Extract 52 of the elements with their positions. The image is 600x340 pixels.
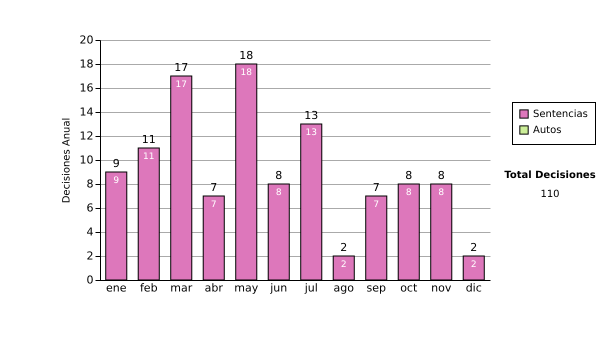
total-label: 2	[470, 241, 478, 254]
x-tick-label: jun	[269, 282, 288, 294]
total-label: 17	[174, 61, 188, 74]
total-label: 9	[112, 157, 120, 170]
x-tick-label: nov	[431, 282, 452, 294]
data-label: 11	[143, 152, 154, 162]
data-label: 8	[438, 188, 444, 198]
legend-label: Autos	[533, 125, 562, 136]
y-tick-label: 10	[80, 154, 94, 166]
y-tick-label: 16	[80, 82, 94, 94]
x-tick-label: ago	[334, 282, 354, 294]
data-label: 13	[306, 128, 317, 138]
total-label: 11	[142, 133, 156, 146]
y-tick-label: 2	[86, 250, 94, 262]
x-tick-label: sep	[366, 282, 386, 294]
data-label: 7	[210, 200, 217, 210]
total-label: 8	[275, 169, 282, 182]
total-label: 13	[304, 109, 318, 122]
text: 110	[539, 189, 561, 200]
y-tick-label: 14	[80, 106, 94, 118]
x-tick-label: feb	[140, 282, 158, 294]
y-tick-label: 18	[80, 58, 94, 70]
y-tick-label: 8	[86, 178, 94, 190]
total-label: 2	[340, 241, 348, 254]
y-tick-label: 6	[86, 202, 94, 214]
x-tick-label: ene	[106, 282, 127, 294]
y-tick-label: 4	[86, 226, 94, 238]
x-tick-label: dic	[466, 282, 482, 294]
data-label: 9	[113, 176, 120, 186]
x-tick-label: jul	[304, 282, 318, 294]
data-label: 8	[406, 188, 412, 198]
text: Total Decisiones	[503, 170, 597, 181]
data-label: 2	[340, 260, 347, 270]
y-tick-label: 12	[80, 130, 94, 142]
data-label: 8	[276, 188, 282, 198]
y-tick-label: 20	[80, 34, 94, 46]
data-label: 7	[373, 200, 380, 210]
x-tick-label: abr	[204, 282, 224, 294]
legend-label: Sentencias	[533, 109, 588, 120]
x-tick-label: oct	[400, 282, 418, 294]
x-tick-label: mar	[170, 282, 193, 294]
total-label: 18	[239, 49, 254, 62]
total-label: 7	[372, 181, 380, 194]
total-label: 8	[405, 169, 412, 182]
data-label: 2	[470, 260, 477, 270]
total-label: 7	[210, 181, 218, 194]
data-label: 18	[240, 68, 252, 78]
x-tick-label: may	[234, 282, 259, 294]
y-axis-title: Decisiones Anual	[62, 118, 73, 204]
y-tick-label: 0	[86, 274, 94, 286]
data-label: 17	[176, 80, 187, 90]
total-label: 8	[438, 169, 445, 182]
